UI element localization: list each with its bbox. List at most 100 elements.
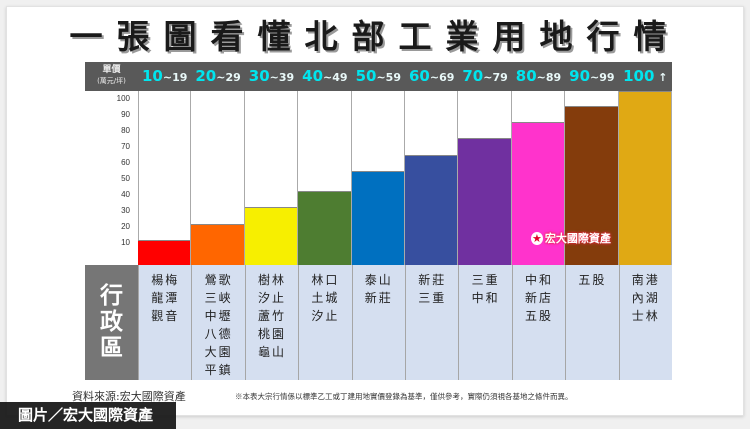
price-range-header: 10~19 [138,62,191,91]
y-tick-label: 60 [121,158,130,167]
price-range-high: ~49 [323,71,348,84]
price-range-high: ~39 [269,71,295,84]
district-name: 龍潭 [151,291,180,305]
district-name: 中和 [524,273,553,287]
district-name: 三重 [471,273,500,287]
district-cell: 南港 內湖 士林 [618,265,672,380]
bar-column [191,91,245,265]
district-name: 五股 [578,273,607,287]
district-name: 平鎮 [204,363,233,377]
district-name: 八德 [204,327,233,341]
price-range-low: 100 [623,67,655,85]
district-name: 南港 [631,273,660,287]
district-cell: 泰山 新莊 [351,265,405,380]
bar-30~39 [244,206,298,265]
district-name: 林口 [311,273,340,287]
price-range-header: 30~39 [245,62,298,91]
price-range-high: ~69 [429,71,455,84]
y-tick-label: 100 [116,94,130,103]
district-name: 大園 [204,345,233,359]
district-name: 楊梅 [151,273,180,287]
district-cell: 新莊 三重 [405,265,458,380]
district-name: 龜山 [257,345,286,359]
district-name: 三峽 [204,291,233,305]
unit-label-sub: (萬元/坪) [97,77,126,85]
price-range-header: 90~99 [565,62,618,91]
district-name: 桃園 [257,327,286,341]
price-range-low: 40 [302,67,324,85]
district-name: 汐止 [311,309,340,323]
y-tick-label: 40 [121,190,130,199]
bar-column [298,91,352,265]
unit-label: 單價 (萬元/坪) [85,62,138,91]
price-range-high: ~19 [162,71,188,84]
source-text: 資料來源:宏大國際資產 [72,390,186,403]
district-name: 新店 [524,291,553,305]
district-name: 中壢 [204,309,233,323]
watermark-logo: ★ 宏大國際資產 [531,230,611,246]
price-range-header: 20~29 [191,62,244,91]
district-label: 行政區 [85,265,138,380]
district-cell: 中和 新店 五股 [511,265,565,380]
watermark-text: 宏大國際資產 [544,232,611,245]
price-range-header: 40~49 [298,62,351,91]
price-range-high: ~99 [590,71,615,84]
bar-60~69 [405,155,458,265]
bar-column [565,91,619,265]
price-range-header: 100 ↑ [619,62,672,91]
price-range-low: 50 [355,67,377,85]
district-name: 新莊 [364,291,393,305]
price-range-header: 60~69 [405,62,458,91]
y-axis: 10 20 30 40 50 60 70 80 90 100 [85,91,139,265]
price-range-high: ↑ [654,71,668,84]
district-cell: 三重 中和 [458,265,511,380]
district-name: 新莊 [418,273,447,287]
price-range-low: 60 [408,67,430,85]
bar-column [351,91,405,265]
y-tick-label: 80 [121,126,130,135]
bar-40~49 [298,190,351,265]
y-tick-label: 30 [121,206,130,215]
price-range-low: 20 [195,67,217,85]
price-range-low: 70 [462,67,484,85]
district-label-char: 區 [100,335,123,361]
district-name: 汐止 [257,291,286,305]
bar-70~79 [458,137,511,265]
district-cell: 鶯歌 三峽 中壢 八德 大園 平鎮 [191,265,244,380]
bar-column [618,91,672,265]
y-tick-label: 10 [121,238,130,247]
image-credit: 圖片／宏大國際資產 [0,402,176,429]
district-name: 三重 [418,291,447,305]
y-tick-label: 90 [121,110,130,119]
district-name: 五股 [524,309,553,323]
district-cell: 林口 土城 汐止 [298,265,351,380]
district-name: 泰山 [364,273,393,287]
district-label-char: 政 [100,309,123,335]
price-range-low: 10 [141,67,163,85]
district-cell: 楊梅 龍潭 觀音 [138,265,191,380]
district-row: 行政區 楊梅 龍潭 觀音 鶯歌 三峽 中壢 八德 大園 平鎮 樹林 汐止 蘆竹 桃園 龜山 林口 土城 汐止 泰山… [85,265,672,380]
y-tick-label: 70 [121,142,130,151]
star-logo-icon: ★ [531,232,543,245]
district-name: 中和 [471,291,500,305]
bar-column [405,91,459,265]
bar-100↑ [618,91,671,265]
bar-50~59 [351,171,404,265]
bar-column [244,91,299,265]
bar-20~29 [191,224,244,265]
price-range-header: 70~79 [458,62,511,91]
price-range-low: 30 [248,67,270,85]
district-name: 土城 [311,291,340,305]
district-name: 士林 [631,309,660,323]
bar-10~19 [138,240,191,265]
district-name: 樹林 [257,273,286,287]
price-range-high: ~29 [216,71,241,84]
y-tick-label: 50 [121,174,130,183]
footnote-text: ※本表大宗行情係以標準乙工或丁建用地實價登錄為基準，僅供參考，實際仍須視各基地之… [235,392,573,401]
unit-label-main: 單價 [102,65,121,75]
price-range-low: 80 [515,67,537,85]
bar-column [458,91,512,265]
bar-90~99 [565,105,618,265]
district-cell: 樹林 汐止 蘆竹 桃園 龜山 [244,265,298,380]
price-range-high: ~89 [536,71,562,84]
